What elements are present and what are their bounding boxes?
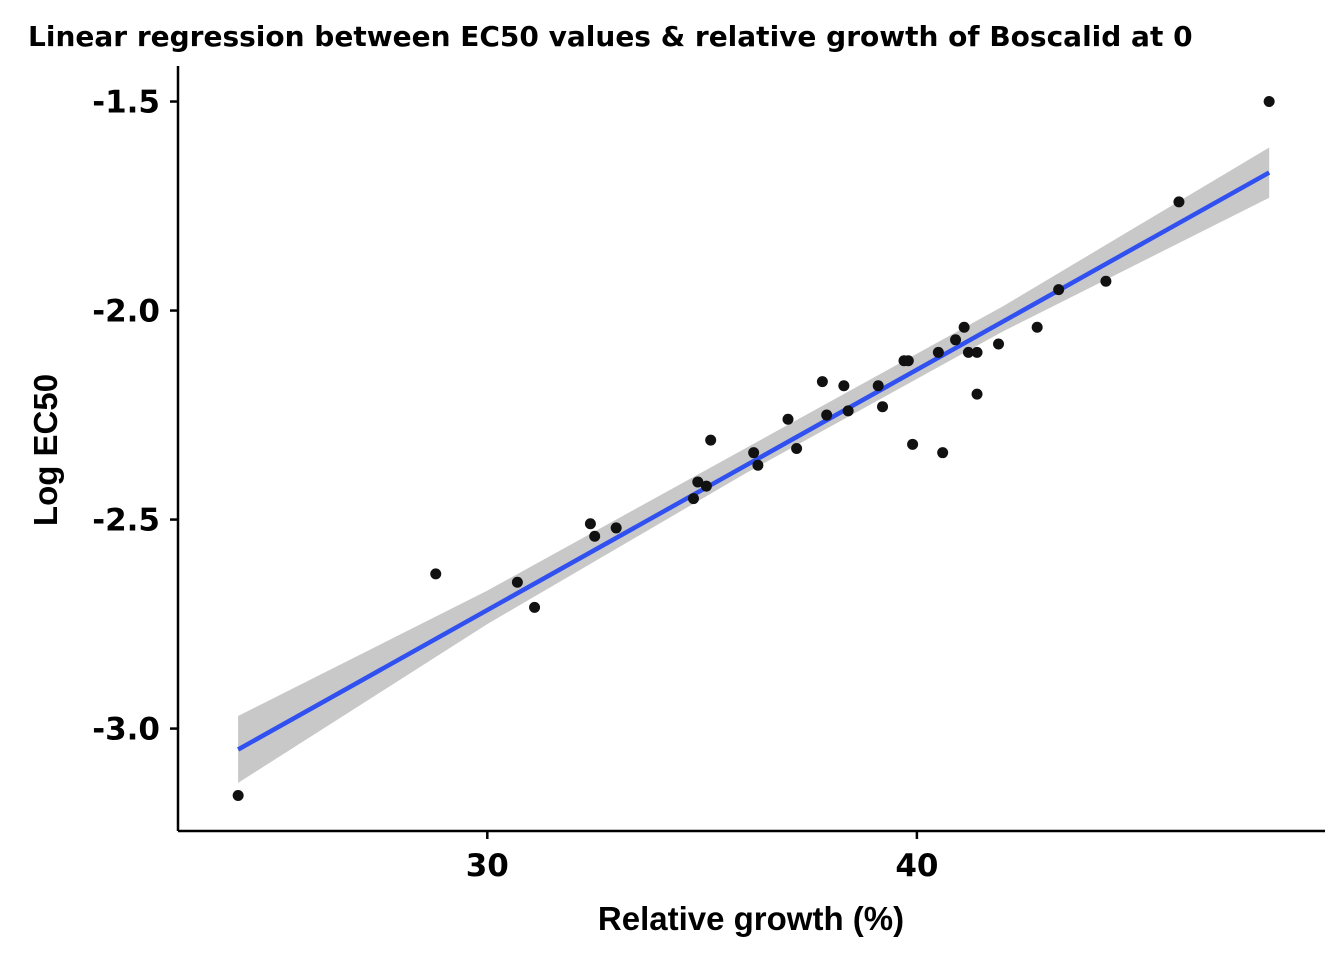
data-point [705,434,717,446]
data-point [1053,284,1065,296]
data-point [937,447,949,459]
x-axis-title: Relative growth (%) [598,900,904,937]
data-point [971,346,983,358]
data-point [958,321,970,333]
data-point [877,401,889,413]
data-point [950,334,962,346]
data-point [529,601,541,613]
data-point [589,530,601,542]
data-point [932,346,944,358]
data-points-layer [232,96,1275,801]
y-tick-label: -2.5 [92,503,160,539]
data-point [1031,321,1043,333]
x-tick-label: 40 [895,848,938,884]
data-point [1173,196,1185,208]
data-point [872,380,884,392]
data-point [907,438,919,450]
data-point [748,447,760,459]
ticks-layer: 30 40 -3.0 -2.5 -2.0 -1.5 [92,85,938,884]
data-point [902,355,914,367]
y-axis-title: Log EC50 [27,374,64,526]
data-point [821,409,833,421]
data-point [584,518,596,530]
data-point [692,476,704,488]
data-point [838,380,850,392]
y-tick-label: -1.5 [92,85,160,121]
data-point [752,459,764,471]
axes-layer [176,66,1325,833]
data-point [971,388,983,400]
data-point [791,443,803,454]
data-point [782,413,794,425]
data-point [816,376,828,388]
data-point [610,522,622,534]
data-point [688,493,700,505]
data-point [993,338,1005,350]
x-tick-label: 30 [466,848,509,884]
data-point [511,576,523,588]
data-point [1263,96,1275,108]
fit-line-layer [237,170,1271,752]
data-point [1100,275,1112,287]
y-tick-label: -2.0 [92,294,160,330]
data-point [232,789,244,801]
data-point [842,405,854,417]
data-point [962,346,974,358]
chart-title: Linear regression between EC50 values & … [28,20,1193,53]
regression-line [237,170,1271,752]
data-point [430,568,442,580]
data-point [700,480,712,492]
y-tick-label: -3.0 [92,712,160,748]
